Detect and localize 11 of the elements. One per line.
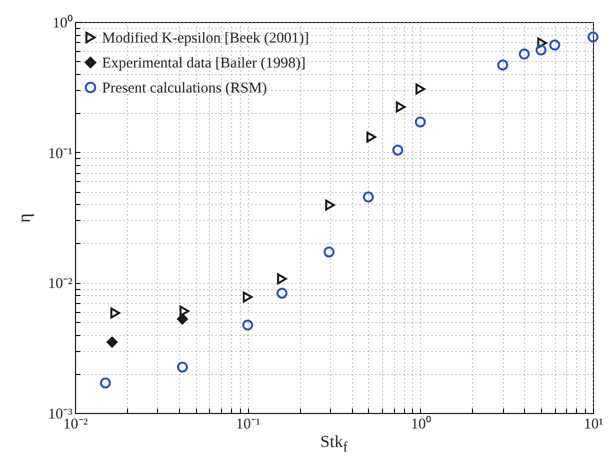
y-tick-label: 10⁰ — [52, 14, 72, 32]
legend-label: Present calculations (RSM) — [102, 80, 267, 96]
x-axis-title: Stk$_{f}$ — [319, 432, 349, 456]
y-tick-label: 10⁻² — [48, 276, 73, 292]
legend-label: Experimental data [Bailer (1998)] — [102, 56, 306, 72]
x-tick-label: 10⁰ — [410, 416, 431, 432]
y-axis-title: η — [14, 213, 34, 223]
legend-label: Modified K-epsilon [Beek (2001)] — [102, 30, 310, 46]
y-tick-label: 10⁻¹ — [48, 146, 72, 162]
x-tick-label: 10⁻¹ — [236, 416, 260, 432]
x-tick-label: 10¹ — [584, 416, 604, 432]
